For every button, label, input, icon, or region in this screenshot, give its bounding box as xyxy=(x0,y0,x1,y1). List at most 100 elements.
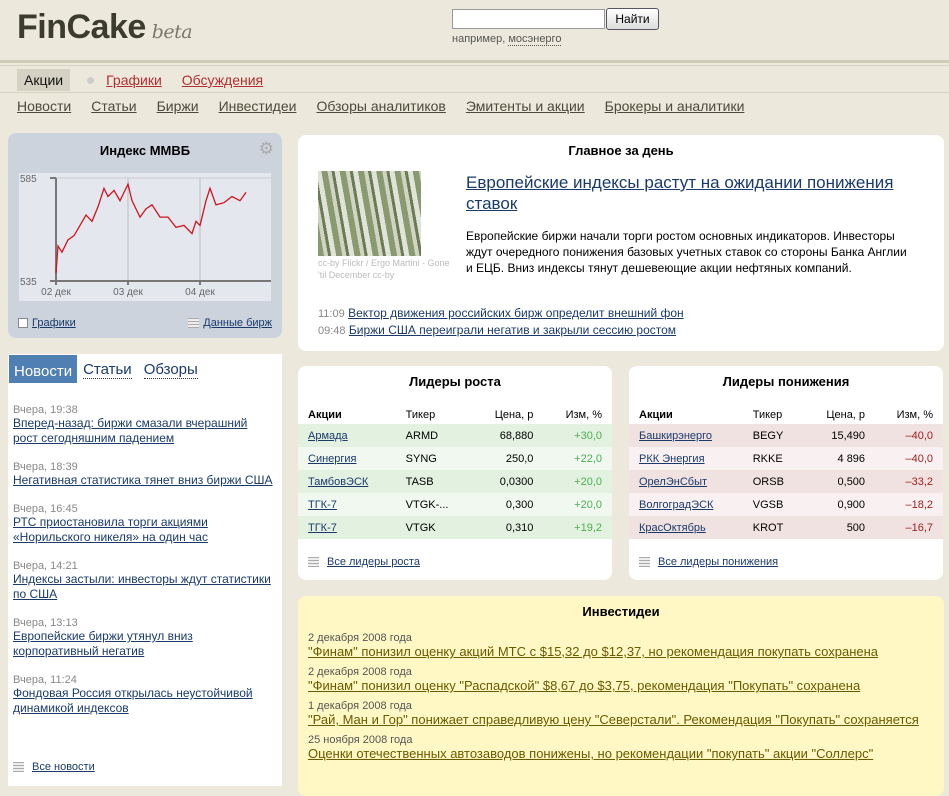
idea-link[interactable]: Оценки отечественных автозаводов понижен… xyxy=(308,746,874,761)
column-header: Акции xyxy=(308,409,342,421)
stock-link[interactable]: ОрелЭнСбыт xyxy=(639,475,708,488)
gainers-title: Лидеры роста xyxy=(409,374,501,389)
ideas-panel: Инвестидеи 2 декабря 2008 года "Финам" по… xyxy=(298,596,944,796)
change: –33,2 xyxy=(875,470,943,493)
column-header: Цена, р xyxy=(494,409,534,421)
column-header: Тикер xyxy=(405,409,436,421)
index-line xyxy=(55,182,247,273)
top-story-headline[interactable]: Европейские индексы растут на ожидании п… xyxy=(466,173,894,213)
nav-brokers[interactable]: Брокеры и аналитики xyxy=(604,98,745,114)
idea-link[interactable]: "Финам" понизил оценку акций МТС с $15,3… xyxy=(308,644,879,659)
news-link[interactable]: РТС приостановила торги акциями «Норильс… xyxy=(13,515,208,544)
y-tick-label: 535 xyxy=(20,277,37,288)
exchange-data-link[interactable]: Данные бирж xyxy=(203,317,272,329)
tab-news[interactable]: Новости xyxy=(9,355,78,383)
stock-link[interactable]: Башкирэнерго xyxy=(639,429,713,442)
news-item: Вчера, 14:21 Индексы застыли: инвесторы ж… xyxy=(13,560,275,602)
news-time: Вчера, 11:24 xyxy=(13,674,77,686)
stock-link[interactable]: Синергия xyxy=(308,452,357,465)
losers-table: Акции Тикер Цена, р Изм, % Башкирэнерго BEG… xyxy=(629,406,943,539)
price: 15,490 xyxy=(804,424,876,447)
nav-analyst-reviews[interactable]: Обзоры аналитиков xyxy=(316,98,446,114)
tab-reviews[interactable]: Обзоры xyxy=(143,355,198,379)
story-link[interactable]: Биржи США переиграли негатив и закрыли с… xyxy=(348,323,677,337)
table-row: ТГК-7 VTGK 0,310 +19,2 xyxy=(298,516,612,539)
nav-issuers[interactable]: Эмитенты и акции xyxy=(465,98,585,114)
ticker: VTGK xyxy=(395,516,473,539)
nav-ideas[interactable]: Инвестидеи xyxy=(218,98,297,114)
top-story-panel: Главное за день cc-by Flickr / Ergo Mart… xyxy=(298,135,944,351)
table-row: КрасОктябрь KROT 500 –16,7 xyxy=(629,516,943,539)
change: +20,0 xyxy=(543,493,612,516)
gear-icon[interactable]: ⚙ xyxy=(258,139,274,158)
chart-background xyxy=(19,173,271,301)
idea-item: 2 декабря 2008 года "Финам" понизил оценк… xyxy=(308,632,919,659)
table-row: ТГК-7 VTGK-... 0,300 +20,0 xyxy=(298,493,612,516)
stock-link[interactable]: ТГК-7 xyxy=(308,521,337,534)
idea-date: 2 декабря 2008 года xyxy=(308,632,412,644)
all-losers-link[interactable]: Все лидеры понижения xyxy=(658,556,779,568)
all-gainers-link[interactable]: Все лидеры роста xyxy=(327,556,420,568)
gainers-panel: Лидеры роста Акции Тикер Цена, р Изм, % Арм… xyxy=(298,366,612,580)
charts-link[interactable]: Графики xyxy=(32,317,76,329)
idea-item: 1 декабря 2008 года "Рай, Ман и Гор" пони… xyxy=(308,700,919,727)
stock-link[interactable]: ТГК-7 xyxy=(308,498,337,511)
change: +20,0 xyxy=(543,470,612,493)
stock-link[interactable]: ТамбовЭСК xyxy=(308,475,369,488)
column-header: Изм, % xyxy=(565,409,602,421)
stock-link[interactable]: Армада xyxy=(308,429,348,442)
news-link[interactable]: Негативная статистика тянет вниз биржи С… xyxy=(13,473,273,487)
table-row: ВолгоградЭСК VGSB 0,900 –18,2 xyxy=(629,493,943,516)
list-icon xyxy=(188,318,200,329)
news-link[interactable]: Индексы застыли: инвесторы ждут статисти… xyxy=(13,572,271,601)
tab-charts[interactable]: Графики xyxy=(106,72,162,88)
news-time: Вчера, 13:13 xyxy=(13,617,78,629)
change: –16,7 xyxy=(875,516,943,539)
column-header: Цена, р xyxy=(826,409,866,421)
beta-label: beta xyxy=(151,21,193,43)
nav-news[interactable]: Новости xyxy=(17,98,72,114)
tab-discussions[interactable]: Обсуждения xyxy=(181,72,264,88)
ticker: KROT xyxy=(742,516,805,539)
idea-link[interactable]: "Финам" понизил оценку "Распадской" $8,6… xyxy=(308,678,861,693)
news-item: Вчера, 11:24 Фондовая Россия открылась не… xyxy=(13,674,275,716)
news-link[interactable]: Европейские биржи утянул вниз корпоратив… xyxy=(13,629,193,658)
nav-exchanges[interactable]: Биржи xyxy=(156,98,199,114)
table-row: Башкирэнерго BEGY 15,490 –40,0 xyxy=(629,424,943,447)
search-input[interactable] xyxy=(452,9,605,29)
story-photo[interactable] xyxy=(318,171,421,256)
idea-item: 25 ноября 2008 года Оценки отечественных … xyxy=(308,734,919,761)
news-time: Вчера, 19:38 xyxy=(13,404,78,416)
idea-item: 2 декабря 2008 года "Финам" понизил оценк… xyxy=(308,666,919,693)
price: 0,300 xyxy=(472,493,544,516)
list-item: 11:09 Вектор движения российских бирж оп… xyxy=(318,306,684,320)
stock-link[interactable]: КрасОктябрь xyxy=(639,521,706,534)
tab-stocks[interactable]: Акции xyxy=(17,69,71,91)
ticker: VGSB xyxy=(742,493,805,516)
logo[interactable]: FinCake beta xyxy=(17,8,193,46)
all-news-link[interactable]: Все новости xyxy=(32,761,95,773)
stock-link[interactable]: ВолгоградЭСК xyxy=(639,498,714,511)
ticker: ARMD xyxy=(395,424,473,447)
index-chart: 02 дек 03 дек 04 дек 585 535 xyxy=(19,173,271,301)
news-link[interactable]: Фондовая Россия открылась неустойчивой д… xyxy=(13,686,253,715)
hint-example-link[interactable]: мосэнерго xyxy=(508,33,562,46)
table-row: Синергия SYNG 250,0 +22,0 xyxy=(298,447,612,470)
news-time: Вчера, 14:21 xyxy=(13,560,78,572)
losers-title: Лидеры понижения xyxy=(722,374,850,389)
search-button[interactable]: Найти xyxy=(606,8,659,30)
column-header: Акции xyxy=(639,409,673,421)
top-story-lead: Европейские биржи начали торги ростом ос… xyxy=(466,229,907,275)
chart-icon xyxy=(18,318,28,329)
tab-articles[interactable]: Статьи xyxy=(83,355,132,379)
news-list: Вчера, 19:38 Вперед-назад: биржи смазали … xyxy=(13,404,275,731)
nav-articles[interactable]: Статьи xyxy=(91,98,137,114)
ticker: SYNG xyxy=(395,447,473,470)
idea-link[interactable]: "Рай, Ман и Гор" понижает справедливую ц… xyxy=(308,712,919,727)
news-item: Вчера, 19:38 Вперед-назад: биржи смазали … xyxy=(13,404,275,446)
story-link[interactable]: Вектор движения российских бирж определи… xyxy=(348,306,684,320)
index-title: Индекс ММВБ xyxy=(99,143,191,158)
news-link[interactable]: Вперед-назад: биржи смазали вчерашний ро… xyxy=(13,416,248,445)
table-row: ТамбовЭСК TASB 0,0300 +20,0 xyxy=(298,470,612,493)
stock-link[interactable]: РКК Энергия xyxy=(639,452,705,465)
